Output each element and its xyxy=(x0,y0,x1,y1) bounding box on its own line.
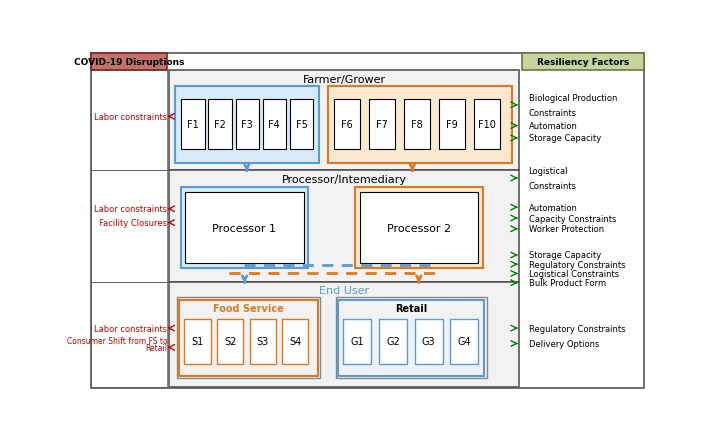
Text: Storage Capacity: Storage Capacity xyxy=(528,251,601,260)
Bar xyxy=(369,99,395,149)
Text: COVID-19 Disruptions: COVID-19 Disruptions xyxy=(74,58,185,67)
Bar xyxy=(249,319,276,364)
Text: G3: G3 xyxy=(422,336,436,346)
Text: Storage Capacity: Storage Capacity xyxy=(528,134,601,143)
Bar xyxy=(91,54,168,71)
Bar xyxy=(379,319,407,364)
Bar xyxy=(169,71,519,171)
Text: F4: F4 xyxy=(268,120,280,129)
Bar xyxy=(181,99,205,149)
Text: Food Service: Food Service xyxy=(213,304,284,313)
Bar xyxy=(236,99,259,149)
Bar xyxy=(91,171,168,282)
Text: F7: F7 xyxy=(376,120,388,129)
Text: Biological Production: Biological Production xyxy=(528,94,617,102)
Bar xyxy=(282,319,308,364)
Bar xyxy=(360,192,478,264)
Bar xyxy=(209,99,232,149)
Text: Constraints: Constraints xyxy=(528,109,577,118)
Bar xyxy=(217,319,243,364)
Bar xyxy=(336,298,487,378)
Bar xyxy=(179,300,318,376)
Text: F2: F2 xyxy=(214,120,226,129)
Text: Regulatory Constraints: Regulatory Constraints xyxy=(528,260,625,269)
Bar xyxy=(439,99,465,149)
Text: Facility Closures: Facility Closures xyxy=(99,219,168,228)
Text: Regulatory Constraints: Regulatory Constraints xyxy=(528,324,625,333)
Text: Logistical: Logistical xyxy=(528,166,568,176)
Text: End User: End User xyxy=(319,286,369,296)
Text: Logistical Constraints: Logistical Constraints xyxy=(528,269,618,278)
Bar xyxy=(169,282,519,387)
Bar xyxy=(474,99,500,149)
Text: Processor/Intemediary: Processor/Intemediary xyxy=(282,174,406,184)
Text: Bulk Product Form: Bulk Product Form xyxy=(528,279,605,287)
Bar xyxy=(404,99,430,149)
Bar xyxy=(328,86,512,163)
Text: F6: F6 xyxy=(342,120,353,129)
Text: Farmer/Grower: Farmer/Grower xyxy=(303,74,385,85)
Text: G2: G2 xyxy=(386,336,400,346)
Text: Constraints: Constraints xyxy=(528,182,577,191)
Text: F1: F1 xyxy=(187,120,199,129)
Bar xyxy=(343,319,371,364)
Bar xyxy=(338,300,485,376)
Bar xyxy=(175,86,319,163)
Text: Processor 2: Processor 2 xyxy=(387,223,451,233)
Text: Consumer Shift from FS to: Consumer Shift from FS to xyxy=(67,336,168,345)
Text: Labor constraints: Labor constraints xyxy=(94,205,168,214)
Text: Automation: Automation xyxy=(528,122,577,131)
Text: Capacity Constraints: Capacity Constraints xyxy=(528,214,616,223)
Text: S3: S3 xyxy=(257,336,269,346)
Bar xyxy=(355,188,482,268)
Text: Automation: Automation xyxy=(528,203,577,212)
Bar xyxy=(91,71,168,171)
Text: G4: G4 xyxy=(457,336,471,346)
Text: F9: F9 xyxy=(446,120,458,129)
Bar xyxy=(91,282,168,387)
Text: S2: S2 xyxy=(224,336,237,346)
Text: Resiliency Factors: Resiliency Factors xyxy=(537,58,629,67)
Bar xyxy=(450,319,478,364)
Bar xyxy=(334,99,360,149)
Text: Retail: Retail xyxy=(395,304,427,313)
Text: S4: S4 xyxy=(289,336,301,346)
Text: S1: S1 xyxy=(191,336,203,346)
Text: F5: F5 xyxy=(296,120,308,129)
Bar xyxy=(415,319,442,364)
Bar xyxy=(180,188,308,268)
Bar xyxy=(177,298,320,378)
Text: F3: F3 xyxy=(242,120,253,129)
Text: F10: F10 xyxy=(477,120,495,129)
Text: Delivery Options: Delivery Options xyxy=(528,339,599,348)
Text: Retail: Retail xyxy=(145,343,168,352)
Text: Labor constraints: Labor constraints xyxy=(94,324,168,333)
Bar xyxy=(186,192,303,264)
Text: Worker Protection: Worker Protection xyxy=(528,225,604,234)
Bar xyxy=(522,54,644,71)
Bar xyxy=(290,99,313,149)
Text: Labor constraints: Labor constraints xyxy=(94,113,168,122)
Text: F8: F8 xyxy=(411,120,423,129)
Bar xyxy=(169,171,519,282)
Bar xyxy=(262,99,286,149)
Text: G1: G1 xyxy=(350,336,364,346)
Text: Processor 1: Processor 1 xyxy=(213,223,277,233)
Bar xyxy=(185,319,211,364)
